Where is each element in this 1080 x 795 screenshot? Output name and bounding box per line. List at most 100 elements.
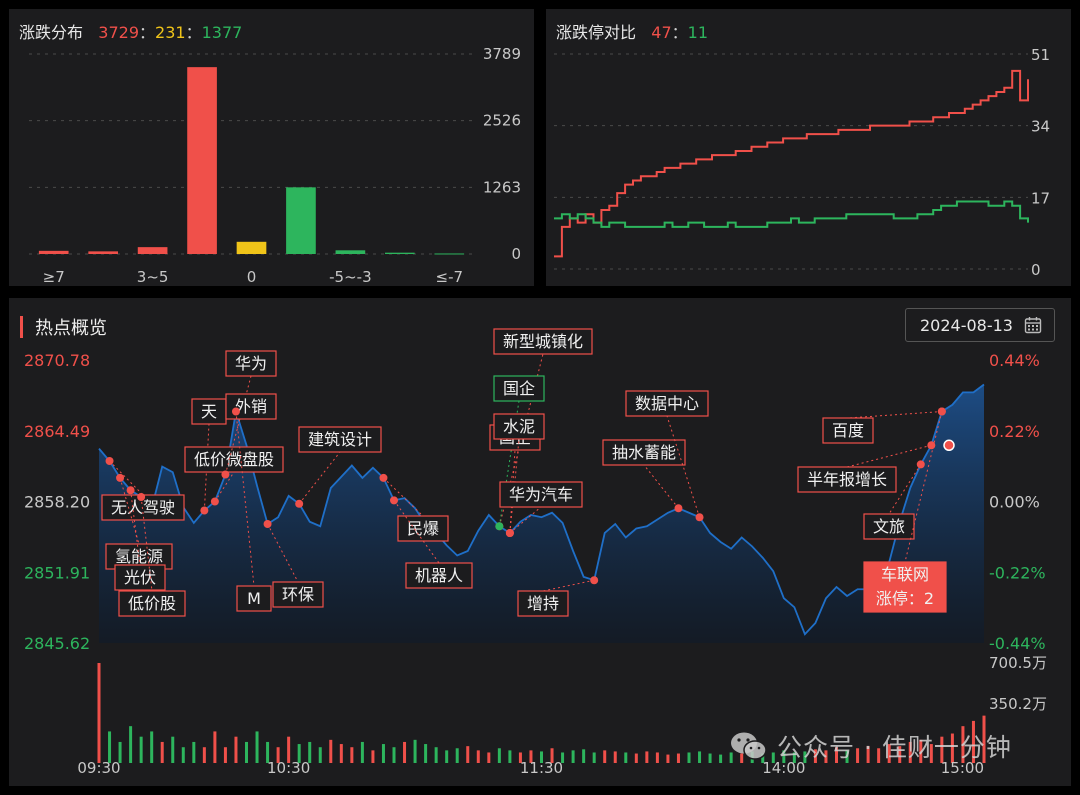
y-left-tick-label: 2864.49 — [24, 422, 90, 441]
volume-bar — [835, 747, 838, 763]
volume-bar — [213, 731, 217, 763]
annotation-box — [225, 350, 277, 377]
hot-overview-panel: 热点概览 2024-08-13 2870.78 0.44% 2864.49 0.22%… — [9, 298, 1071, 786]
limit-compare-line-chart: 51 34 17 0 — [554, 46, 1050, 279]
volume-bar — [413, 739, 417, 763]
watermark: 公众号 · 佳财一分钟 — [729, 728, 1012, 764]
volume-bar — [908, 741, 912, 763]
volume-bar — [771, 752, 775, 763]
volume-bar — [192, 741, 196, 763]
y-tick-label: 1263 — [483, 178, 521, 196]
annotation-box — [822, 417, 874, 444]
volume-bar — [487, 752, 491, 763]
volume-bar — [624, 752, 628, 763]
y-tick-label: 2526 — [483, 112, 521, 130]
separator: ： — [185, 23, 202, 42]
y-right-tick-label: -0.22% — [989, 563, 1046, 582]
annotation-box — [236, 585, 272, 612]
volume-bar — [329, 739, 333, 763]
bar-≥7 — [38, 250, 69, 254]
annotation-box — [118, 590, 186, 617]
annotation-label: 百度 — [832, 421, 864, 440]
volume-bar — [971, 720, 975, 763]
volume-bar — [445, 750, 449, 763]
x-tick-label: ≥7 — [43, 268, 65, 286]
annotation-box — [397, 515, 449, 542]
annotation-label: 水泥 — [503, 417, 535, 436]
volume-bar — [97, 663, 101, 763]
bar-5~7 — [88, 251, 118, 254]
annotation-box — [625, 390, 709, 417]
annotation-point — [210, 497, 219, 506]
volume-bar — [455, 748, 459, 763]
annotation-label: 新型城镇化 — [503, 332, 583, 351]
watermark-text: 公众号 · 佳财一分钟 — [777, 733, 1012, 762]
volume-bar — [424, 744, 428, 763]
volume-bar — [381, 744, 385, 763]
annotation-box — [499, 481, 583, 508]
annotation-leader — [224, 375, 252, 475]
annotation-label: 外销 — [235, 397, 267, 416]
bar-3~5 — [137, 247, 168, 254]
y-right-tick-label: 0.44% — [989, 351, 1040, 370]
annotation-label: 低价微盘股 — [194, 450, 274, 469]
annotation-box — [493, 375, 545, 402]
annotation-leader — [235, 411, 255, 587]
bar-0 — [236, 241, 267, 254]
volume-bar — [360, 741, 364, 763]
annotation-box — [517, 590, 569, 617]
annotation-label: 数据中心 — [635, 394, 699, 413]
volume-bar — [634, 753, 638, 763]
annotation-box — [493, 413, 545, 440]
annotation-leader — [119, 477, 140, 545]
volume-bar — [403, 741, 407, 763]
annotation-label: 增持 — [527, 594, 559, 613]
annotation-label: 机器人 — [415, 566, 463, 585]
volume-bar — [866, 746, 870, 763]
y-left-tick-label: 2845.62 — [24, 634, 90, 653]
bar-≤-7 — [434, 253, 465, 255]
annotation-box — [797, 466, 897, 493]
annotation-point — [674, 504, 683, 513]
annotation-point — [231, 407, 240, 416]
volume-bar — [645, 751, 649, 763]
annotation-box — [405, 562, 473, 589]
y-tick-label: 51 — [1031, 46, 1050, 64]
annotation-leader — [904, 411, 943, 563]
volume-bar — [982, 715, 986, 763]
distribution-panel: 涨跌分布 3729：231：1377 3789 2526 1263 0 ≥7 3~5 0 -5… — [9, 9, 534, 286]
annotation-box — [272, 581, 324, 608]
annotation-point — [390, 496, 398, 505]
annotation-box — [184, 446, 284, 473]
volume-bar — [919, 739, 923, 763]
volume-bar — [223, 747, 227, 763]
volume-bar — [940, 736, 944, 763]
x-tick-label: ≤-7 — [436, 268, 464, 286]
annotation-label: 半年报增长 — [807, 470, 887, 489]
annotation-leader — [643, 464, 679, 509]
y-tick-label: 3789 — [483, 45, 521, 63]
volume-bar — [961, 726, 965, 763]
volume-bar — [792, 752, 796, 763]
annotation-leader — [509, 438, 520, 534]
annotation-leader — [509, 506, 542, 534]
annotation-label: 光伏 — [124, 568, 156, 587]
annotation-point — [505, 528, 514, 537]
limit-down-count: 11 — [687, 23, 709, 42]
volume-bar — [181, 747, 185, 763]
volume-bar — [803, 751, 807, 763]
annotation-leader — [214, 471, 235, 502]
y-left-tick-label: 2851.91 — [24, 563, 90, 582]
volume-bar — [582, 749, 586, 763]
volume-bar — [877, 748, 881, 763]
x-tick-label: 15:00 — [941, 759, 984, 777]
annotation-box — [602, 439, 686, 466]
title-accent-bar — [20, 316, 23, 338]
annotation-label: 无人驾驶 — [111, 498, 175, 517]
volume-bar — [508, 750, 512, 763]
annotation-label: 国企 — [503, 379, 535, 398]
date-picker-button[interactable]: 2024-08-13 — [905, 308, 1055, 342]
volume-bar — [318, 747, 322, 763]
volume-bar — [782, 750, 786, 763]
volume-bar — [108, 731, 112, 763]
